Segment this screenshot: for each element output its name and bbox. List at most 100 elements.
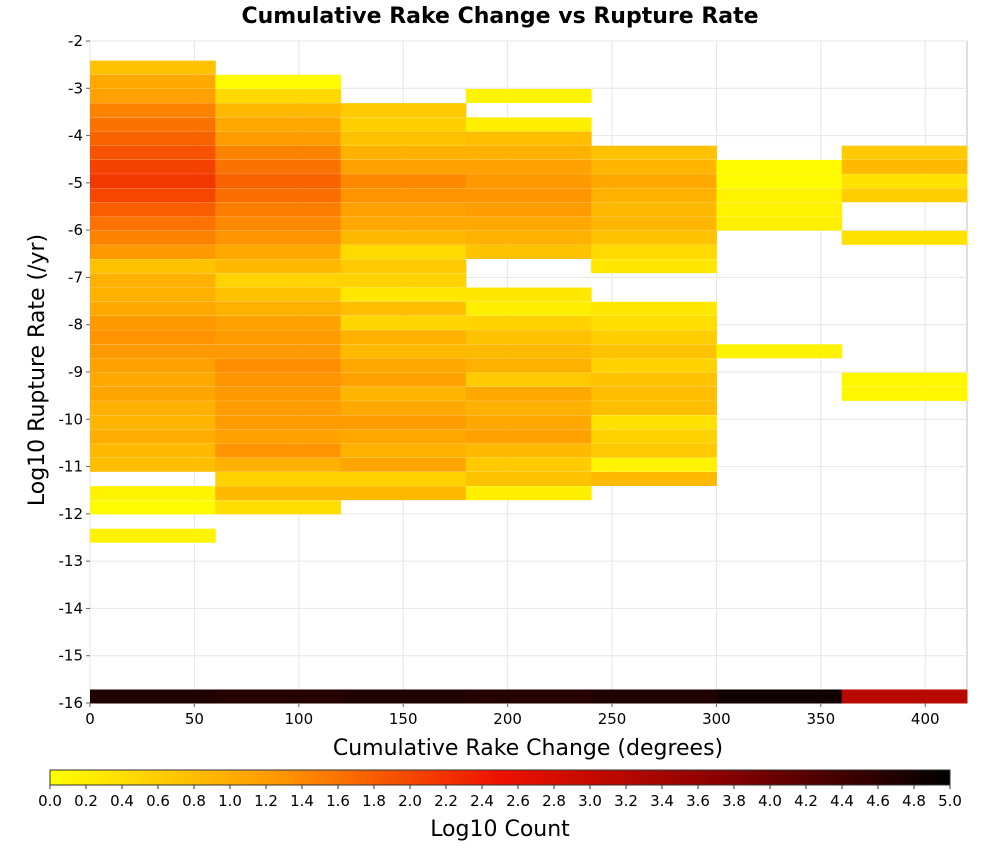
- heatmap-cell: [215, 330, 342, 345]
- heatmap-cell: [841, 230, 968, 245]
- x-tick-label: 400: [911, 710, 940, 728]
- heatmap-cell: [591, 689, 717, 704]
- heatmap-cell: [215, 117, 342, 132]
- heatmap-cell: [340, 145, 467, 160]
- heatmap-cell: [465, 230, 592, 245]
- heatmap-cell: [215, 386, 342, 401]
- y-tick-label: -6: [68, 221, 83, 239]
- heatmap-cell: [340, 443, 467, 458]
- heatmap-cell: [90, 386, 216, 401]
- colorbar-tick-label: 0.2: [74, 792, 98, 810]
- heatmap-cell: [90, 287, 216, 302]
- heatmap-cell: [215, 159, 342, 174]
- heatmap-cell: [591, 330, 717, 345]
- heatmap-cell: [340, 344, 467, 359]
- heatmap-cell: [716, 216, 843, 231]
- heatmap-cell: [340, 689, 467, 704]
- y-tick-label: -10: [59, 410, 84, 428]
- heatmap-cells: [90, 60, 968, 704]
- heatmap-cell: [465, 415, 592, 430]
- heatmap-cell: [591, 216, 717, 231]
- heatmap-cell: [465, 429, 592, 444]
- colorbar-tick-label: 1.6: [326, 792, 350, 810]
- heatmap-cell: [716, 202, 843, 217]
- heatmap-cell: [841, 386, 968, 401]
- y-axis-ticks: -2 -3 -4 -5 -6 -7 -8 -9 -10 -11 -12 -13 -14 -15 -16: [59, 32, 90, 712]
- heatmap-cell: [340, 159, 467, 174]
- heatmap-cell: [215, 358, 342, 373]
- heatmap-cell: [465, 372, 592, 387]
- heatmap-cell: [591, 344, 717, 359]
- heatmap-cell: [90, 60, 216, 75]
- colorbar-tick-label: 3.6: [686, 792, 710, 810]
- heatmap-cell: [215, 131, 342, 146]
- heatmap-cell: [841, 174, 968, 189]
- heatmap-cell: [340, 415, 467, 430]
- heatmap-cell: [90, 689, 216, 704]
- heatmap-cell: [591, 372, 717, 387]
- heatmap-cell: [591, 315, 717, 330]
- heatmap-cell: [90, 245, 216, 260]
- y-tick-label: -15: [59, 647, 84, 665]
- colorbar: 0.0 0.2 0.4 0.6 0.8 1.0 1.2 1.4 1.6 1.8 2.0 2.2 2.4 2…: [38, 769, 962, 842]
- colorbar-tick-label: 0.4: [110, 792, 134, 810]
- colorbar-tick-label: 0.8: [182, 792, 206, 810]
- heatmap-cell: [90, 202, 216, 217]
- heatmap-cell: [90, 528, 216, 543]
- heatmap-cell: [90, 500, 216, 515]
- y-tick-label: -9: [68, 363, 83, 381]
- heatmap-cell: [591, 188, 717, 203]
- y-axis-title: Log10 Rupture Rate (/yr): [25, 234, 50, 506]
- x-tick-label: 250: [598, 710, 627, 728]
- heatmap-cell: [465, 145, 592, 160]
- heatmap-cell: [340, 188, 467, 203]
- heatmap-cell: [465, 117, 592, 132]
- colorbar-tick-label: 1.2: [254, 792, 278, 810]
- heatmap-cell: [465, 330, 592, 345]
- heatmap-cell: [90, 230, 216, 245]
- heatmap-cell: [90, 188, 216, 203]
- heatmap-cell: [340, 386, 467, 401]
- heatmap-cell: [215, 443, 342, 458]
- heatmap-cell: [215, 174, 342, 189]
- y-tick-label: -2: [68, 32, 83, 50]
- heatmap-cell: [90, 88, 216, 103]
- heatmap-cell: [465, 188, 592, 203]
- x-axis-ticks: 0 50 100 150 200 250 300 350 400: [85, 703, 940, 728]
- heatmap-cell: [215, 74, 342, 89]
- colorbar-tick-label: 3.0: [578, 792, 602, 810]
- y-tick-label: -7: [68, 268, 83, 286]
- heatmap-cell: [465, 401, 592, 416]
- colorbar-tick-label: 2.4: [470, 792, 494, 810]
- colorbar-tick-label: 4.6: [866, 792, 890, 810]
- heatmap-cell: [90, 358, 216, 373]
- heatmap-cell: [340, 202, 467, 217]
- colorbar-tick-label: 2.2: [434, 792, 458, 810]
- heatmap-cell: [591, 202, 717, 217]
- y-tick-label: -11: [59, 458, 84, 476]
- heatmap-cell: [340, 216, 467, 231]
- chart-title: Cumulative Rake Change vs Rupture Rate: [241, 4, 758, 29]
- heatmap-cell: [340, 358, 467, 373]
- heatmap-cell: [340, 117, 467, 132]
- heatmap-cell: [340, 486, 467, 501]
- y-tick-label: -12: [59, 505, 84, 523]
- heatmap-cell: [215, 188, 342, 203]
- colorbar-tick-label: 1.8: [362, 792, 386, 810]
- heatmap-cell: [716, 174, 843, 189]
- heatmap-cell: [591, 471, 717, 486]
- heatmap-cell: [591, 443, 717, 458]
- heatmap-cell: [215, 500, 342, 515]
- heatmap-cell: [215, 259, 342, 274]
- colorbar-tick-label: 1.0: [218, 792, 242, 810]
- heatmap-cell: [465, 287, 592, 302]
- heatmap-cell: [340, 372, 467, 387]
- heatmap-cell: [591, 259, 717, 274]
- heatmap-cell: [215, 216, 342, 231]
- colorbar-tick-label: 4.4: [830, 792, 854, 810]
- heatmap-cell: [215, 401, 342, 416]
- heatmap-cell: [340, 429, 467, 444]
- heatmap-cell: [215, 230, 342, 245]
- heatmap-cell: [340, 457, 467, 472]
- heatmap-cell: [591, 159, 717, 174]
